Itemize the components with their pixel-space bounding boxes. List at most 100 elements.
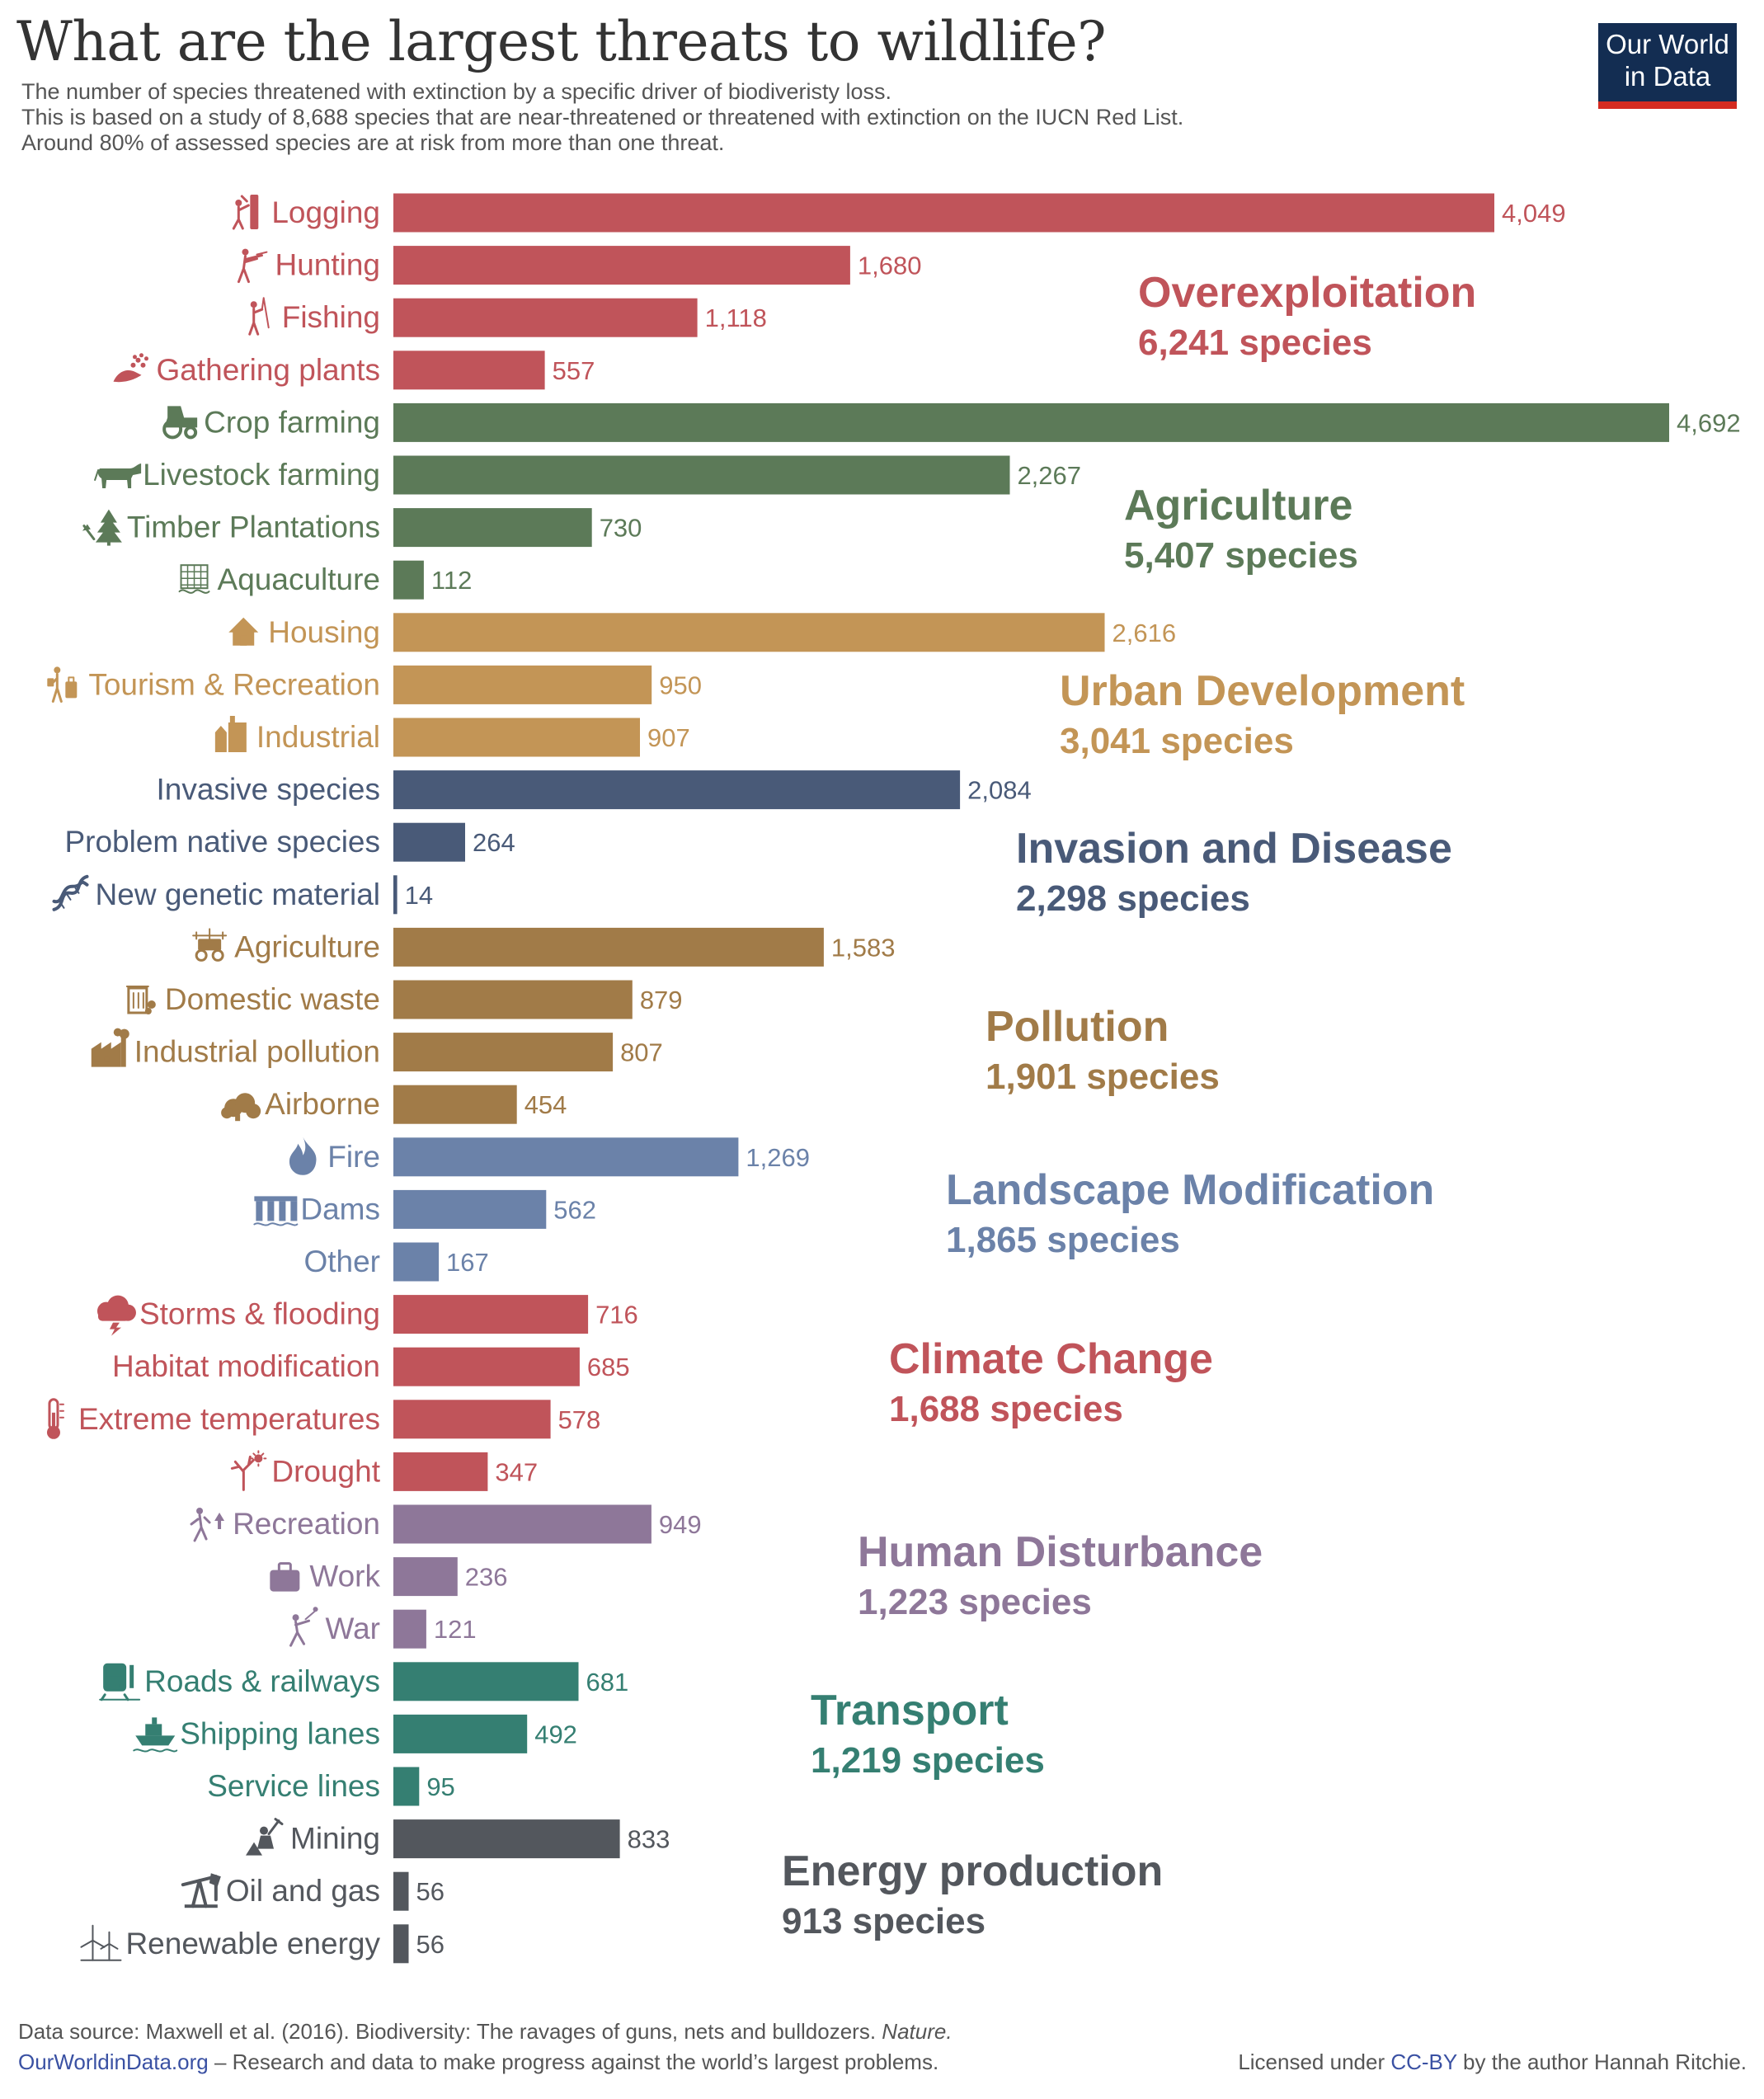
bar-label-storms-and-flooding: Storms & flooding — [139, 1297, 380, 1331]
dead-tree-sun-icon — [230, 1450, 267, 1491]
value-label-crop-farming: 4,692 — [1677, 408, 1741, 437]
site-line: OurWorldinData.org – Research and data t… — [18, 2050, 938, 2075]
bar-label-logging: Logging — [271, 195, 380, 229]
subtitle-line-1: The number of species threatened with ex… — [21, 79, 892, 104]
group-total-landscape-modification: 1,865 species — [946, 1220, 1180, 1260]
value-label-renewable-energy: 56 — [416, 1930, 444, 1959]
bar-label-gathering-plants: Gathering plants — [156, 353, 380, 387]
value-label-storms-and-flooding: 716 — [595, 1301, 638, 1330]
bar-label-work: Work — [309, 1560, 380, 1593]
tree-axe-icon — [82, 509, 122, 546]
group-title-human-disturbance: Human Disturbance — [858, 1528, 1263, 1576]
bar-urban-development-industrial — [393, 718, 640, 757]
value-label-service-lines: 95 — [426, 1772, 454, 1801]
bar-chart: Logging 4,049 Hunting 1,680 Fishing 1,118 Gath… — [46, 193, 1741, 1964]
bar-label-hunting: Hunting — [275, 248, 380, 282]
bar-agriculture-crop-farming — [393, 402, 1669, 442]
tourist-icon — [47, 666, 78, 703]
bar-label-war: War — [326, 1612, 380, 1645]
bar-overexploitation-fishing — [393, 298, 698, 337]
site-tagline: – Research and data to make progress aga… — [208, 2050, 939, 2074]
bar-label-recreation: Recreation — [233, 1507, 380, 1541]
value-label-tourism-and-recreation: 950 — [659, 671, 702, 699]
bar-overexploitation-hunting — [393, 246, 850, 285]
value-label-dams: 562 — [553, 1195, 596, 1224]
bar-label-invasive-species: Invasive species — [157, 773, 380, 807]
value-label-domestic-waste: 879 — [640, 986, 683, 1014]
group-title-invasion-and-disease: Invasion and Disease — [1016, 825, 1452, 873]
buildings-icon — [214, 716, 247, 752]
dam-icon — [253, 1196, 299, 1226]
cow-icon — [94, 464, 142, 488]
hand-plant-icon — [113, 353, 148, 383]
oil-pump-icon — [181, 1873, 221, 1908]
bar-agriculture-aquaculture — [393, 560, 424, 600]
bar-label-habitat-modification: Habitat modification — [112, 1349, 380, 1383]
group-total-overexploitation: 6,241 species — [1138, 322, 1372, 363]
value-label-fishing: 1,118 — [705, 304, 767, 332]
group-title-energy-production: Energy production — [782, 1847, 1163, 1895]
smoke-cloud-icon — [221, 1093, 261, 1122]
thermometer-icon — [46, 1398, 64, 1439]
fish-pen-icon — [178, 564, 210, 594]
miner-icon — [246, 1818, 284, 1856]
storm-cloud-icon — [96, 1295, 136, 1336]
owid-logo[interactable]: Our World in Data — [1598, 23, 1737, 109]
value-label-housing: 2,616 — [1112, 619, 1177, 647]
hiker-icon — [190, 1508, 225, 1542]
value-label-livestock-farming: 2,267 — [1017, 461, 1081, 490]
value-label-agriculture: 1,583 — [831, 933, 896, 962]
group-total-urban-development: 3,041 species — [1060, 721, 1294, 761]
value-label-industrial: 907 — [647, 723, 690, 752]
group-total-energy-production: 913 species — [782, 1901, 985, 1941]
value-label-airborne: 454 — [524, 1090, 567, 1119]
bar-label-other: Other — [303, 1245, 380, 1278]
bar-climate-change-drought — [393, 1452, 488, 1491]
value-label-gathering-plants: 557 — [553, 356, 595, 385]
hunter-icon — [237, 248, 268, 284]
bar-label-fishing: Fishing — [282, 300, 380, 334]
bar-landscape-modification-other — [393, 1242, 440, 1282]
bar-label-new-genetic-material: New genetic material — [96, 878, 380, 911]
subtitle-line-2: This is based on a study of 8,688 specie… — [21, 105, 1184, 129]
bar-landscape-modification-fire — [393, 1137, 739, 1177]
bar-label-housing: Housing — [268, 615, 380, 649]
value-label-oil-and-gas: 56 — [416, 1877, 444, 1906]
owid-site-link[interactable]: OurWorldinData.org — [18, 2050, 209, 2074]
bar-label-drought: Drought — [271, 1454, 380, 1488]
source-text: Data source: Maxwell et al. (2016). Biod… — [18, 2019, 877, 2044]
bar-label-industrial-pollution: Industrial pollution — [134, 1035, 380, 1069]
house-icon — [228, 617, 259, 646]
value-label-habitat-modification: 685 — [587, 1353, 630, 1381]
bar-pollution-airborne — [393, 1085, 517, 1124]
bar-label-dams: Dams — [300, 1192, 380, 1226]
bar-human-disturbance-work — [393, 1557, 458, 1597]
bar-human-disturbance-recreation — [393, 1504, 652, 1544]
soldier-icon — [289, 1607, 318, 1647]
group-total-transport: 1,219 species — [811, 1740, 1045, 1781]
bar-energy-production-mining — [393, 1819, 620, 1859]
value-label-invasive-species: 2,084 — [967, 776, 1032, 805]
bar-label-roads-and-railways: Roads & railways — [144, 1664, 380, 1698]
bar-label-timber-plantations: Timber Plantations — [127, 511, 380, 544]
bar-pollution-domestic-waste — [393, 980, 633, 1019]
bar-label-domestic-waste: Domestic waste — [165, 982, 380, 1016]
bar-label-aquaculture: Aquaculture — [218, 562, 380, 596]
trash-icon — [125, 986, 156, 1014]
chart-title: What are the largest threats to wildlife… — [16, 10, 1107, 73]
sprayer-icon — [192, 928, 228, 962]
value-label-hunting: 1,680 — [858, 252, 922, 280]
group-title-transport: Transport — [811, 1687, 1009, 1734]
source-journal: Nature. — [882, 2019, 953, 2044]
value-label-aquaculture: 112 — [431, 566, 472, 595]
bar-pollution-industrial-pollution — [393, 1033, 614, 1072]
value-label-recreation: 949 — [659, 1510, 702, 1539]
bar-label-service-lines: Service lines — [207, 1769, 380, 1803]
cc-by-link[interactable]: CC-BY — [1390, 2050, 1457, 2074]
bar-transport-service-lines — [393, 1767, 420, 1806]
value-label-mining: 833 — [628, 1825, 670, 1854]
group-title-pollution: Pollution — [985, 1003, 1169, 1051]
value-label-war: 121 — [434, 1615, 477, 1644]
group-total-pollution: 1,901 species — [985, 1057, 1220, 1097]
bar-energy-production-renewable-energy — [393, 1924, 409, 1964]
